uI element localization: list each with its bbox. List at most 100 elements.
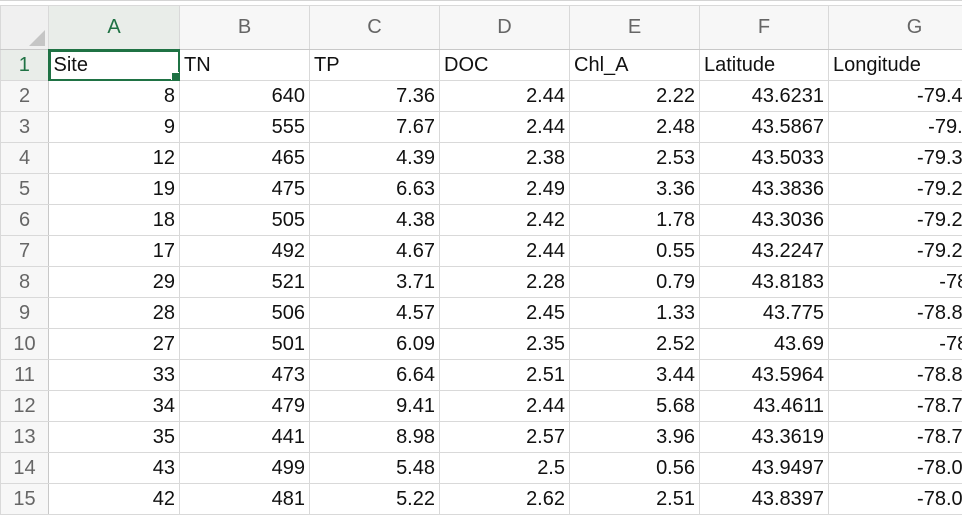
- row-header-1[interactable]: 1: [0, 49, 50, 81]
- row-header-3[interactable]: 3: [0, 111, 49, 143]
- cell-f1[interactable]: Latitude: [699, 49, 829, 81]
- cell-b7[interactable]: 492: [179, 235, 310, 267]
- cell-e3[interactable]: 2.48: [569, 111, 700, 143]
- cell-a1[interactable]: Site: [48, 49, 180, 81]
- cell-a12[interactable]: 34: [48, 390, 180, 422]
- cell-f10[interactable]: 43.69: [699, 328, 829, 360]
- cell-b14[interactable]: 499: [179, 452, 310, 484]
- cell-g3[interactable]: -79.395: [828, 111, 962, 143]
- column-header-d[interactable]: D: [439, 5, 570, 50]
- row-header-15[interactable]: 15: [0, 483, 49, 515]
- cell-f5[interactable]: 43.3836: [699, 173, 829, 205]
- cell-c9[interactable]: 4.57: [309, 297, 440, 329]
- cell-e5[interactable]: 3.36: [569, 173, 700, 205]
- cell-d15[interactable]: 2.62: [439, 483, 570, 515]
- cell-g2[interactable]: -79.4528: [828, 80, 962, 112]
- cell-g6[interactable]: -79.2781: [828, 204, 962, 236]
- column-header-b[interactable]: B: [179, 5, 310, 50]
- row-header-4[interactable]: 4: [0, 142, 49, 174]
- row-header-5[interactable]: 5: [0, 173, 49, 205]
- cell-g9[interactable]: -78.8533: [828, 297, 962, 329]
- cell-b2[interactable]: 640: [179, 80, 310, 112]
- cell-d2[interactable]: 2.44: [439, 80, 570, 112]
- cell-e11[interactable]: 3.44: [569, 359, 700, 391]
- cell-b3[interactable]: 555: [179, 111, 310, 143]
- cell-d12[interactable]: 2.44: [439, 390, 570, 422]
- cell-c4[interactable]: 4.39: [309, 142, 440, 174]
- cell-c13[interactable]: 8.98: [309, 421, 440, 453]
- cell-e7[interactable]: 0.55: [569, 235, 700, 267]
- cell-e8[interactable]: 0.79: [569, 266, 700, 298]
- cell-e10[interactable]: 2.52: [569, 328, 700, 360]
- cell-g1[interactable]: Longitude: [828, 49, 962, 81]
- cell-g4[interactable]: -79.3531: [828, 142, 962, 174]
- cell-d10[interactable]: 2.35: [439, 328, 570, 360]
- cell-d8[interactable]: 2.28: [439, 266, 570, 298]
- cell-b12[interactable]: 479: [179, 390, 310, 422]
- cell-d7[interactable]: 2.44: [439, 235, 570, 267]
- cell-e14[interactable]: 0.56: [569, 452, 700, 484]
- cell-d9[interactable]: 2.45: [439, 297, 570, 329]
- cell-a11[interactable]: 33: [48, 359, 180, 391]
- cell-d13[interactable]: 2.57: [439, 421, 570, 453]
- cell-d14[interactable]: 2.5: [439, 452, 570, 484]
- cell-g8[interactable]: -78.87: [828, 266, 962, 298]
- cell-f12[interactable]: 43.4611: [699, 390, 829, 422]
- cell-a15[interactable]: 42: [48, 483, 180, 515]
- cell-f2[interactable]: 43.6231: [699, 80, 829, 112]
- row-header-6[interactable]: 6: [0, 204, 49, 236]
- row-header-12[interactable]: 12: [0, 390, 49, 422]
- row-header-10[interactable]: 10: [0, 328, 49, 360]
- cell-c3[interactable]: 7.67: [309, 111, 440, 143]
- cell-f14[interactable]: 43.9497: [699, 452, 829, 484]
- cell-c1[interactable]: TP: [309, 49, 440, 81]
- row-header-9[interactable]: 9: [0, 297, 49, 329]
- cell-a6[interactable]: 18: [48, 204, 180, 236]
- cell-a8[interactable]: 29: [48, 266, 180, 298]
- cell-table[interactable]: A B C D E F G 1 Site TN TP DOC Chl_A Latitude L…: [0, 5, 962, 515]
- cell-e13[interactable]: 3.96: [569, 421, 700, 453]
- row-header-14[interactable]: 14: [0, 452, 49, 484]
- cell-a13[interactable]: 35: [48, 421, 180, 453]
- row-header-8[interactable]: 8: [0, 266, 49, 298]
- column-header-g[interactable]: G: [828, 5, 962, 50]
- cell-a3[interactable]: 9: [48, 111, 180, 143]
- cell-f11[interactable]: 43.5964: [699, 359, 829, 391]
- cell-f6[interactable]: 43.3036: [699, 204, 829, 236]
- row-header-11[interactable]: 11: [0, 359, 49, 391]
- cell-c6[interactable]: 4.38: [309, 204, 440, 236]
- cell-c7[interactable]: 4.67: [309, 235, 440, 267]
- column-header-e[interactable]: E: [569, 5, 700, 50]
- cell-c14[interactable]: 5.48: [309, 452, 440, 484]
- row-header-7[interactable]: 7: [0, 235, 49, 267]
- cell-e12[interactable]: 5.68: [569, 390, 700, 422]
- cell-b15[interactable]: 481: [179, 483, 310, 515]
- cell-b4[interactable]: 465: [179, 142, 310, 174]
- cell-b8[interactable]: 521: [179, 266, 310, 298]
- cell-f13[interactable]: 43.3619: [699, 421, 829, 453]
- cell-e4[interactable]: 2.53: [569, 142, 700, 174]
- cell-c10[interactable]: 6.09: [309, 328, 440, 360]
- cell-d11[interactable]: 2.51: [439, 359, 570, 391]
- cell-c2[interactable]: 7.36: [309, 80, 440, 112]
- cell-f15[interactable]: 43.8397: [699, 483, 829, 515]
- cell-e9[interactable]: 1.33: [569, 297, 700, 329]
- cell-b13[interactable]: 441: [179, 421, 310, 453]
- fill-handle[interactable]: [171, 72, 179, 80]
- select-all-corner[interactable]: [0, 5, 49, 50]
- cell-f9[interactable]: 43.775: [699, 297, 829, 329]
- cell-g7[interactable]: -79.2719: [828, 235, 962, 267]
- cell-c5[interactable]: 6.63: [309, 173, 440, 205]
- cell-e2[interactable]: 2.22: [569, 80, 700, 112]
- cell-c12[interactable]: 9.41: [309, 390, 440, 422]
- cell-d5[interactable]: 2.49: [439, 173, 570, 205]
- cell-g14[interactable]: -78.0497: [828, 452, 962, 484]
- cell-a10[interactable]: 27: [48, 328, 180, 360]
- cell-c8[interactable]: 3.71: [309, 266, 440, 298]
- row-header-13[interactable]: 13: [0, 421, 49, 453]
- cell-a4[interactable]: 12: [48, 142, 180, 174]
- row-header-2[interactable]: 2: [0, 80, 49, 112]
- cell-e6[interactable]: 1.78: [569, 204, 700, 236]
- cell-g13[interactable]: -78.7294: [828, 421, 962, 453]
